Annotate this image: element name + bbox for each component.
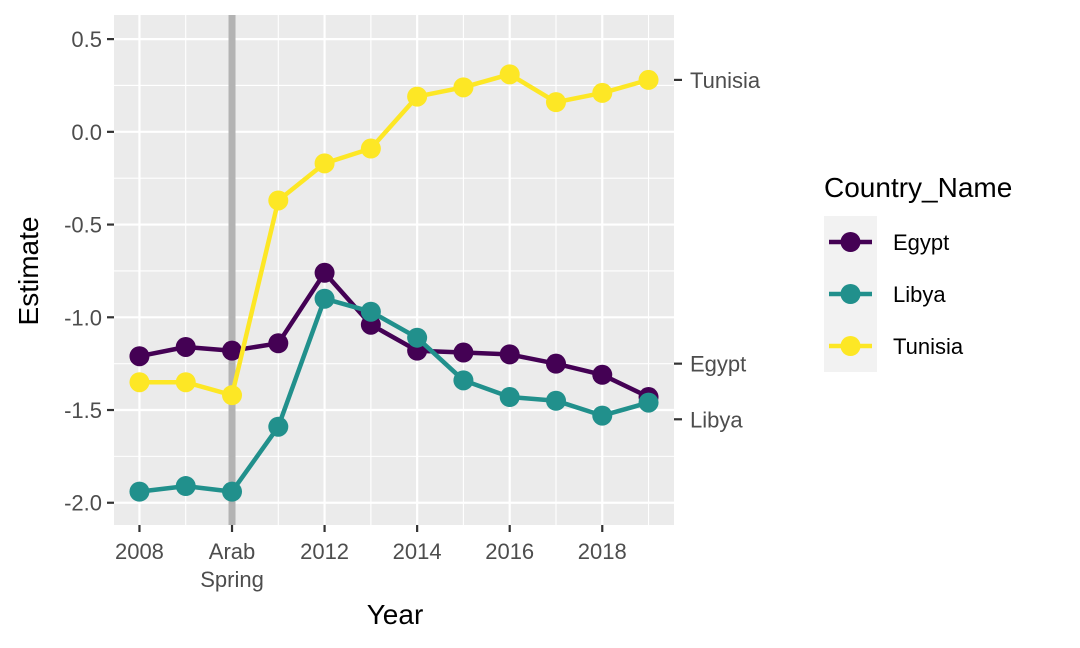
data-point xyxy=(360,301,381,322)
y-axis: 0.5 0.0 -0.5 -1.0 -1.5 -2.0 xyxy=(64,27,114,516)
end-label: Egypt xyxy=(690,352,746,377)
data-point xyxy=(175,372,196,393)
end-label: Libya xyxy=(690,407,743,432)
y-tick-label: 0.5 xyxy=(71,27,102,52)
data-point xyxy=(360,138,381,159)
data-point xyxy=(175,336,196,357)
series-libya xyxy=(129,288,659,502)
data-point xyxy=(499,64,520,85)
data-point xyxy=(268,333,289,354)
data-point xyxy=(314,262,335,283)
end-label: Tunisia xyxy=(690,68,761,93)
data-point xyxy=(222,340,243,361)
data-point xyxy=(453,342,474,363)
legend-point xyxy=(840,336,861,356)
x-tick-label: 2018 xyxy=(578,539,627,564)
data-point xyxy=(638,69,659,90)
data-point xyxy=(545,353,566,374)
plot-panel xyxy=(114,15,674,525)
data-point xyxy=(592,82,613,103)
data-point xyxy=(129,481,150,502)
data-point xyxy=(314,288,335,309)
y-tick-label: -1.5 xyxy=(64,398,102,423)
data-point xyxy=(453,77,474,98)
y-tick-label: -0.5 xyxy=(64,213,102,238)
data-point xyxy=(499,344,520,365)
legend-point xyxy=(840,284,861,304)
y-tick-label: -2.0 xyxy=(64,491,102,516)
data-point xyxy=(129,346,150,367)
data-point xyxy=(592,364,613,385)
data-point xyxy=(407,327,428,348)
data-point xyxy=(222,481,243,502)
y-tick-label: 0.0 xyxy=(71,120,102,145)
data-point xyxy=(453,370,474,391)
data-point xyxy=(222,385,243,406)
data-point xyxy=(407,86,428,107)
legend-label: Egypt xyxy=(893,230,949,255)
y-tick-label: -1.0 xyxy=(64,305,102,330)
y-axis-title: Estimate xyxy=(13,217,44,326)
data-point xyxy=(499,387,520,408)
data-point xyxy=(175,476,196,497)
legend-item-tunisia: Tunisia xyxy=(829,334,964,359)
data-point xyxy=(638,392,659,413)
legend-item-egypt: Egypt xyxy=(829,230,949,255)
end-label-axis: Tunisia Egypt Libya xyxy=(674,68,761,432)
x-tick-label: 2008 xyxy=(115,539,164,564)
legend-item-libya: Libya xyxy=(829,282,946,307)
x-tick-label: 2014 xyxy=(393,539,442,564)
legend: Country_Name Egypt Libya Tunisia xyxy=(824,172,1012,372)
x-axis: 2008 Arab Spring 2012 2014 2016 2018 xyxy=(115,525,627,592)
series-tunisia xyxy=(129,64,659,406)
x-tick-label: 2012 xyxy=(300,539,349,564)
legend-label: Tunisia xyxy=(893,334,964,359)
data-point xyxy=(592,405,613,426)
x-tick-label: Arab Spring xyxy=(200,539,264,592)
data-point xyxy=(268,416,289,437)
legend-label: Libya xyxy=(893,282,946,307)
legend-point xyxy=(840,232,861,252)
data-point xyxy=(129,372,150,393)
data-point xyxy=(545,92,566,113)
data-point xyxy=(545,390,566,411)
legend-title: Country_Name xyxy=(824,172,1012,203)
x-tick-label: 2016 xyxy=(485,539,534,564)
data-point xyxy=(268,190,289,211)
panel-background xyxy=(114,15,674,525)
data-point xyxy=(314,153,335,174)
x-axis-title: Year xyxy=(367,599,424,630)
